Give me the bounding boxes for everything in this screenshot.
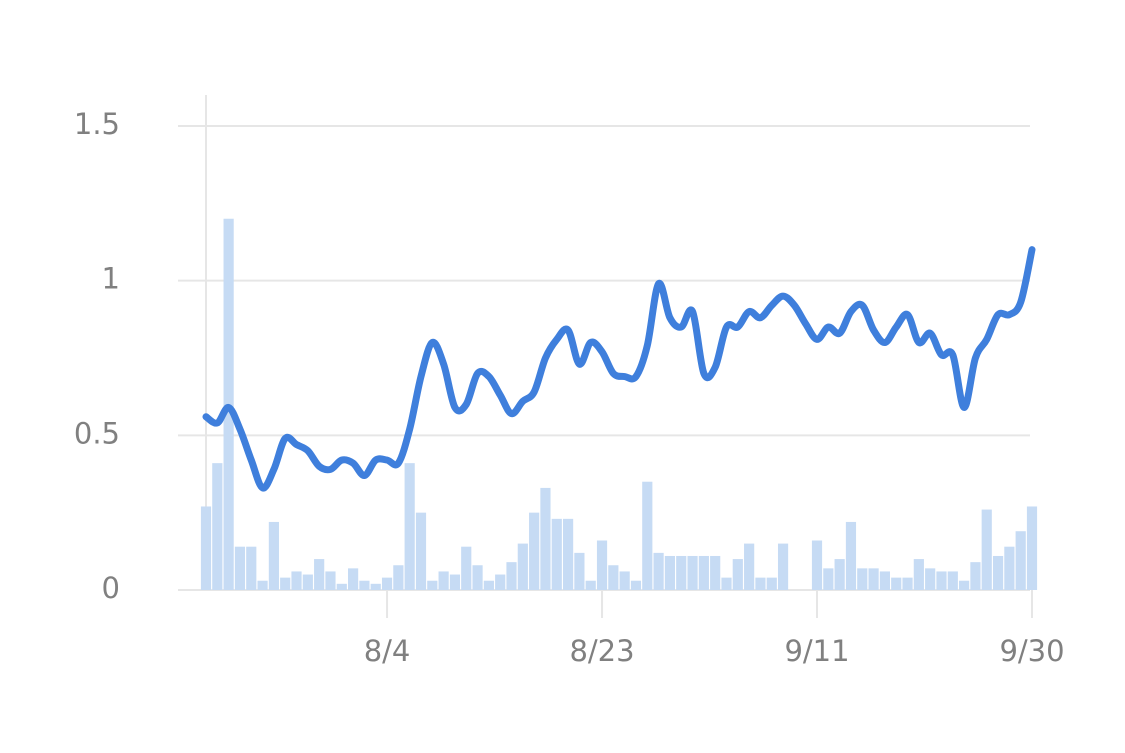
bar bbox=[687, 555, 698, 590]
bar bbox=[721, 577, 732, 590]
bar bbox=[370, 583, 381, 590]
bar bbox=[246, 546, 257, 590]
bar bbox=[992, 555, 1004, 590]
bar bbox=[868, 568, 879, 590]
bar bbox=[936, 571, 947, 590]
bar bbox=[415, 512, 427, 590]
bar bbox=[336, 583, 347, 590]
bar bbox=[495, 574, 506, 590]
bar bbox=[676, 555, 687, 590]
bar bbox=[596, 540, 608, 590]
bar bbox=[393, 565, 404, 590]
x-tick-label: 9/30 bbox=[999, 634, 1064, 668]
bar bbox=[698, 555, 709, 590]
x-tick-label: 8/23 bbox=[569, 634, 634, 668]
bar bbox=[981, 509, 992, 590]
bar bbox=[540, 487, 551, 590]
bar bbox=[744, 543, 755, 590]
y-tick-label: 0 bbox=[102, 571, 120, 605]
bar bbox=[913, 559, 924, 590]
bar bbox=[891, 577, 902, 590]
bar bbox=[200, 506, 212, 590]
bar bbox=[630, 580, 642, 590]
bar bbox=[710, 555, 721, 590]
x-tick-label: 9/11 bbox=[784, 634, 849, 668]
bar bbox=[472, 565, 483, 590]
bar bbox=[551, 518, 562, 590]
bar bbox=[427, 580, 438, 590]
bar bbox=[845, 521, 857, 590]
bar bbox=[359, 580, 370, 590]
bar bbox=[585, 580, 596, 590]
bar bbox=[925, 568, 936, 590]
bar bbox=[1004, 546, 1015, 590]
bar bbox=[811, 540, 823, 590]
bar bbox=[766, 577, 777, 590]
bar bbox=[777, 543, 789, 590]
bar bbox=[529, 512, 540, 590]
bar bbox=[438, 571, 449, 590]
bar bbox=[970, 562, 981, 590]
y-tick-label: 1.5 bbox=[74, 107, 120, 141]
bar bbox=[268, 521, 279, 590]
bar bbox=[619, 571, 630, 590]
bar bbox=[834, 559, 845, 590]
bar bbox=[404, 463, 415, 590]
bar bbox=[280, 577, 291, 590]
bar bbox=[517, 543, 528, 590]
bar bbox=[1015, 531, 1026, 590]
bar bbox=[959, 580, 970, 590]
bar bbox=[449, 574, 461, 590]
bar bbox=[879, 571, 890, 590]
bar bbox=[755, 577, 766, 590]
bar bbox=[732, 559, 743, 590]
bar bbox=[212, 463, 223, 590]
bar bbox=[608, 565, 619, 590]
bar bbox=[381, 577, 393, 590]
bar bbox=[314, 559, 325, 590]
bar bbox=[506, 562, 517, 590]
y-tick-label: 1 bbox=[102, 262, 120, 296]
bar bbox=[947, 571, 958, 590]
bar bbox=[574, 552, 585, 590]
bar bbox=[348, 568, 359, 590]
line bbox=[202, 246, 1036, 492]
bar bbox=[302, 574, 313, 590]
x-tick-label: 8/4 bbox=[364, 634, 411, 668]
bar bbox=[483, 580, 494, 590]
bar bbox=[291, 571, 302, 590]
bar bbox=[234, 546, 246, 590]
bar bbox=[857, 568, 868, 590]
bar bbox=[325, 571, 336, 590]
bar bbox=[642, 481, 653, 590]
bar bbox=[664, 555, 676, 590]
bar bbox=[902, 577, 913, 590]
bar bbox=[461, 546, 472, 590]
bar bbox=[257, 580, 268, 590]
bar bbox=[653, 552, 664, 590]
y-tick-label: 0.5 bbox=[74, 416, 120, 450]
bar bbox=[823, 568, 834, 590]
bar bbox=[1026, 506, 1038, 590]
bar bbox=[562, 518, 574, 590]
